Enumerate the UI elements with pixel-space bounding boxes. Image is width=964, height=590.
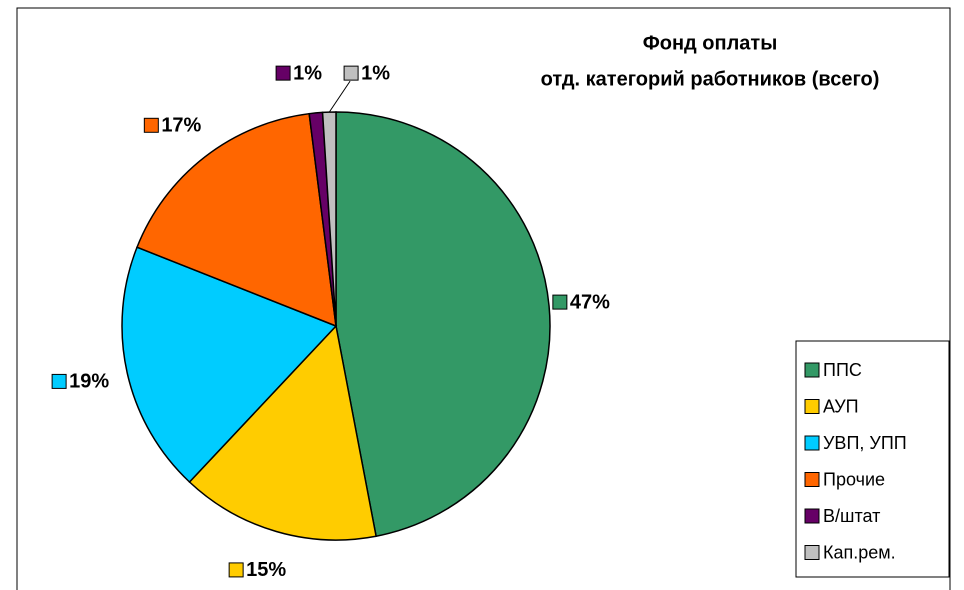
pie-slice — [335, 111, 551, 538]
data-label: 19% — [69, 371, 109, 393]
legend-label: АУП — [823, 396, 859, 416]
legend-key — [804, 545, 820, 560]
legend-key — [804, 362, 820, 378]
label-key — [228, 562, 244, 578]
legend-label: УВП, УПП — [823, 433, 907, 453]
chart-title: Фонд оплаты — [643, 32, 778, 54]
pie-slice — [136, 112, 337, 328]
legend-key — [804, 399, 820, 414]
chart-title: отд. категорий работников (всего) — [541, 68, 880, 90]
data-label: 15% — [246, 559, 286, 581]
data-label: 1% — [293, 62, 322, 84]
data-label: 17% — [161, 115, 201, 137]
label-key — [275, 65, 291, 81]
label-key — [552, 294, 568, 310]
legend-key — [804, 472, 820, 487]
pie-slice — [188, 324, 377, 541]
data-label: 47% — [570, 291, 610, 313]
leader-line — [328, 80, 351, 113]
legend-box — [795, 340, 950, 578]
legend-key — [804, 435, 820, 451]
pie-slice — [121, 246, 338, 484]
legend-label: Кап.рем. — [823, 542, 896, 562]
legend-label: В/штат — [823, 506, 880, 526]
legend-label: Прочие — [823, 469, 885, 489]
label-key — [343, 65, 359, 81]
data-label: 1% — [361, 62, 390, 84]
label-key — [51, 373, 67, 389]
legend-label: ППС — [823, 360, 862, 380]
legend-key — [804, 508, 820, 524]
chart-frame — [16, 7, 951, 590]
label-key — [143, 117, 159, 133]
